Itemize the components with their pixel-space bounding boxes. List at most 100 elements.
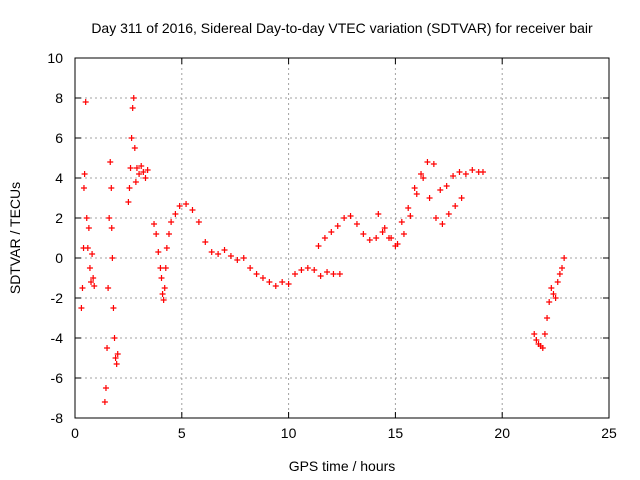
data-point (531, 331, 538, 337)
y-tick-label: 4 (55, 170, 63, 186)
data-point (554, 279, 561, 285)
data-point (168, 219, 175, 225)
data-point (398, 219, 405, 225)
data-point (328, 229, 335, 235)
data-point (411, 185, 418, 191)
grid-lines (75, 58, 609, 418)
y-tick-label: -4 (51, 330, 64, 346)
data-point (388, 235, 395, 241)
data-point (157, 265, 164, 271)
data-point (259, 275, 266, 281)
data-point (450, 173, 457, 179)
data-point (160, 297, 167, 303)
data-point (420, 175, 427, 181)
data-point (172, 211, 179, 217)
data-point (418, 171, 425, 177)
data-point (151, 221, 158, 227)
data-point (272, 283, 279, 289)
data-point (559, 265, 566, 271)
data-point (114, 351, 121, 357)
data-point (158, 275, 165, 281)
data-point (456, 169, 463, 175)
data-point (400, 231, 407, 237)
data-point (159, 291, 166, 297)
data-point (479, 169, 486, 175)
data-point (458, 195, 465, 201)
data-point (347, 213, 354, 219)
data-point (298, 267, 305, 273)
data-point (102, 385, 109, 391)
data-point (424, 159, 431, 165)
data-point (101, 399, 108, 405)
data-point (189, 207, 196, 213)
data-point (108, 185, 115, 191)
data-point (304, 265, 311, 271)
data-point (443, 183, 450, 189)
data-point (240, 255, 247, 261)
data-point (285, 281, 292, 287)
x-tick-label: 20 (494, 425, 510, 441)
data-point (144, 167, 151, 173)
data-point (247, 265, 254, 271)
x-axis-label: GPS time / hours (289, 458, 396, 474)
data-point (353, 221, 360, 227)
data-point (546, 299, 553, 305)
data-point (110, 305, 117, 311)
data-point (292, 271, 299, 277)
data-point (561, 255, 568, 261)
data-point (426, 195, 433, 201)
data-point (107, 159, 114, 165)
data-point (533, 337, 540, 343)
data-point (462, 171, 469, 177)
y-tick-label: -8 (51, 410, 64, 426)
data-point (439, 221, 446, 227)
y-axis-label: SDTVAR / TECUs (7, 182, 23, 294)
y-axis-tick-labels: -8 -6 -4 -2 0 2 4 6 8 10 (47, 50, 63, 426)
data-point (437, 187, 444, 193)
data-point (126, 185, 133, 191)
data-point (541, 331, 548, 337)
data-point (321, 235, 328, 241)
data-point (552, 295, 559, 301)
chart-title: Day 311 of 2016, Sidereal Day-to-day VTE… (91, 20, 593, 36)
data-point (336, 271, 343, 277)
data-point (556, 271, 563, 277)
data-point (130, 95, 137, 101)
data-point (90, 275, 97, 281)
data-point (430, 161, 437, 167)
data-point (155, 249, 162, 255)
data-point (407, 213, 414, 219)
data-point (330, 271, 337, 277)
plot-frame (74, 57, 610, 419)
data-point (82, 99, 89, 105)
y-tick-label: 8 (55, 90, 63, 106)
data-point (85, 225, 92, 231)
data-point (162, 265, 169, 271)
data-point (81, 171, 88, 177)
axis-ticks (74, 57, 610, 419)
data-point (86, 265, 93, 271)
data-point (234, 257, 241, 263)
y-tick-label: -6 (51, 370, 64, 386)
data-point (452, 203, 459, 209)
data-point (394, 241, 401, 247)
data-point (89, 251, 96, 257)
y-tick-label: 2 (55, 210, 63, 226)
data-point (405, 205, 412, 211)
data-point (375, 211, 382, 217)
data-point (136, 171, 143, 177)
data-point (432, 215, 439, 221)
data-point (445, 211, 452, 217)
data-point (142, 175, 149, 181)
data-point (112, 355, 119, 361)
data-point (469, 167, 476, 173)
data-point (140, 169, 147, 175)
data-point (195, 219, 202, 225)
data-point (324, 269, 331, 275)
data-point (208, 249, 215, 255)
data-point (132, 179, 139, 185)
data-point (161, 285, 168, 291)
data-point (104, 345, 111, 351)
